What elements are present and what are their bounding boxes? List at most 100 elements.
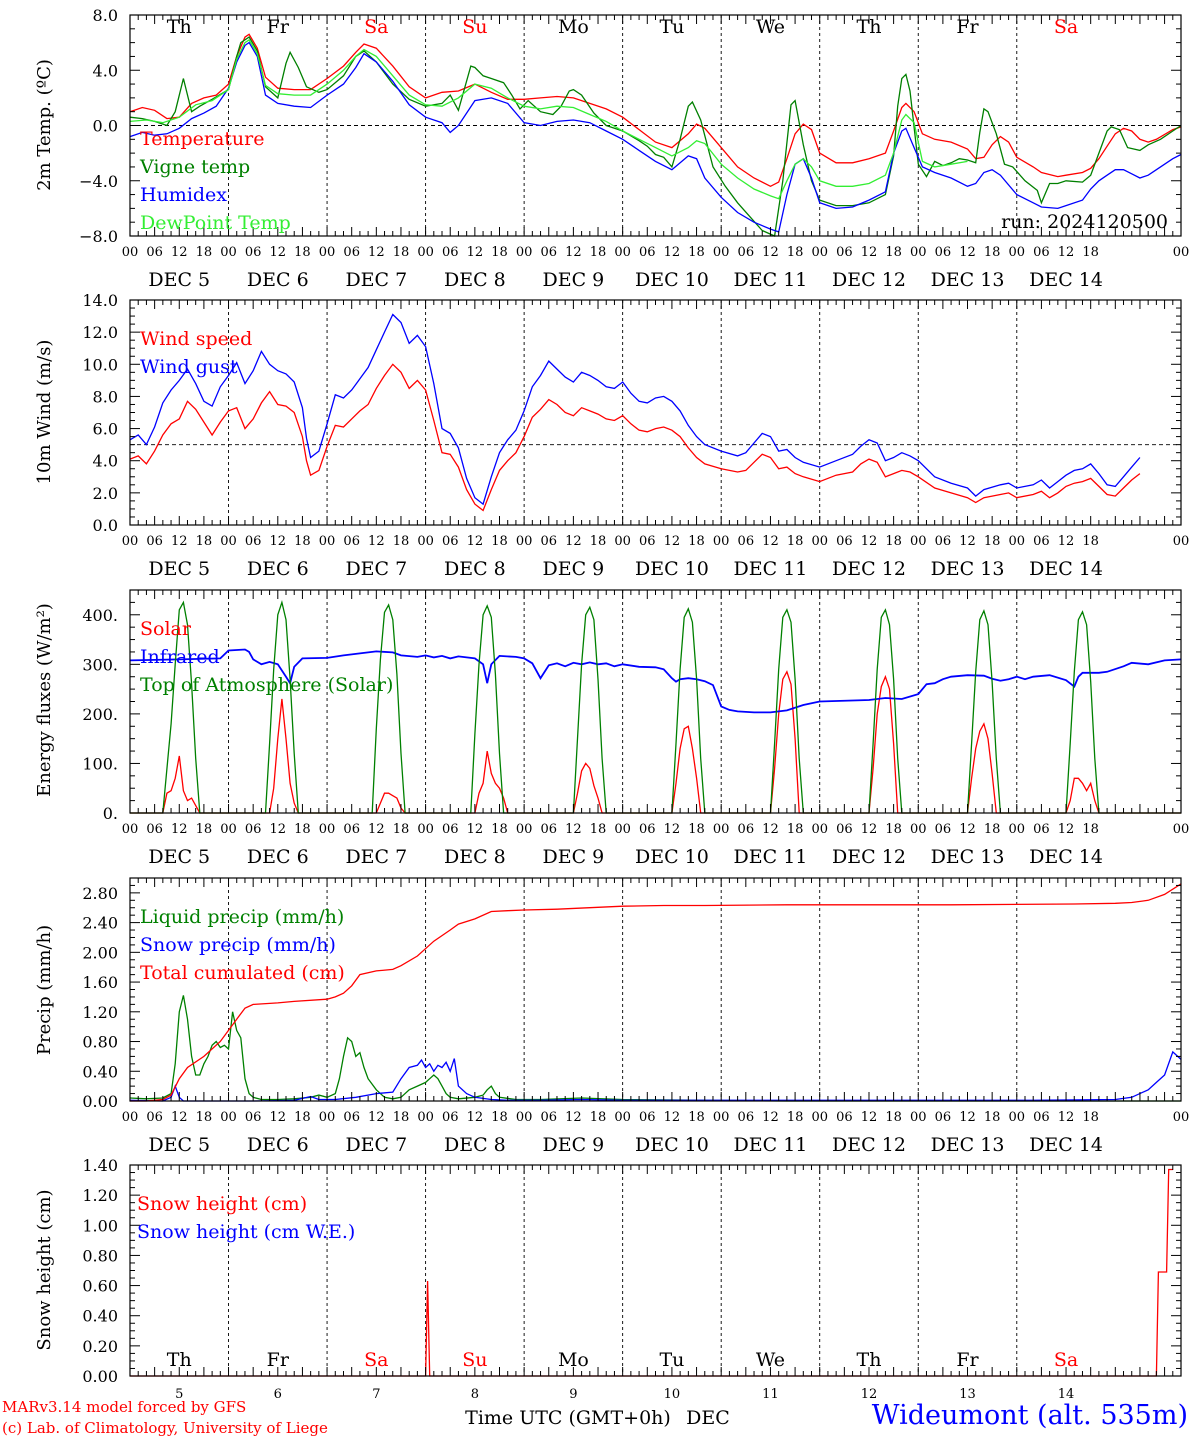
hour-label: 06 <box>738 822 755 837</box>
y-tick-label: 0.80 <box>82 1246 118 1265</box>
day-label: DEC 7 <box>345 1134 407 1156</box>
hour-label: 12 <box>959 1110 976 1125</box>
weekday-label: We <box>756 16 785 38</box>
hour-label: 06 <box>245 245 262 260</box>
weekday-label: Sa <box>1054 1349 1078 1371</box>
legend-entry: Liquid precip (mm/h) <box>140 906 344 928</box>
day-label: DEC 13 <box>931 269 1005 291</box>
y-tick-label: 4.0 <box>93 452 118 471</box>
series-line <box>129 648 1182 714</box>
hour-label: 18 <box>294 1110 311 1125</box>
hour-label: 12 <box>762 1110 779 1125</box>
hour-label: 06 <box>245 534 262 549</box>
weekday-label: Fr <box>267 1349 290 1371</box>
hour-label: 18 <box>1082 822 1099 837</box>
hour-label: 12 <box>861 822 878 837</box>
hour-label: 06 <box>935 1110 952 1125</box>
hour-label: 06 <box>935 245 952 260</box>
day-label: DEC 7 <box>345 269 407 291</box>
y-tick-label: 200. <box>82 705 118 724</box>
y-tick-label: 12.0 <box>82 323 118 342</box>
day-label: DEC 9 <box>543 1134 605 1156</box>
hour-label: 12 <box>270 534 287 549</box>
hour-label: 06 <box>639 822 656 837</box>
panel-4: 2.80 2.40 2.00 1.60 1.20 0.80 0.40 0.00 00 06 12 18… <box>34 877 1190 1156</box>
hour-label: 18 <box>1082 1110 1099 1125</box>
hour-label: 00 <box>1173 534 1190 549</box>
y-tick-label: 1.00 <box>82 1216 118 1235</box>
hour-label: 00 <box>910 534 927 549</box>
hour-label: 18 <box>590 822 607 837</box>
hour-label: 12 <box>171 534 188 549</box>
day-label: DEC 6 <box>247 269 309 291</box>
hour-label: 18 <box>885 245 902 260</box>
y-tick-label: 0. <box>103 804 118 823</box>
hour-label: 18 <box>1082 245 1099 260</box>
hour-label: 18 <box>590 1110 607 1125</box>
day-label: DEC 11 <box>734 558 808 580</box>
hour-label: 06 <box>836 822 853 837</box>
hour-label: 00 <box>319 822 336 837</box>
hour-label: 18 <box>590 534 607 549</box>
hour-label: 06 <box>245 822 262 837</box>
day-label: DEC 10 <box>635 846 709 868</box>
hour-label: 00 <box>1009 534 1026 549</box>
weekday-label: Mo <box>558 1349 589 1371</box>
day-label: DEC 14 <box>1029 558 1103 580</box>
y-tick-label: 2.40 <box>82 914 118 933</box>
hour-label: 00 <box>713 534 730 549</box>
y-axis-label: Precip (mm/h) <box>34 925 55 1055</box>
day-label: DEC 5 <box>148 846 210 868</box>
legend-entry: Snow height (cm) <box>137 1193 307 1215</box>
hour-label: 00 <box>1173 1110 1190 1125</box>
hour-label: 12 <box>959 822 976 837</box>
hour-label: 06 <box>146 245 163 260</box>
day-label: DEC 12 <box>832 1134 906 1156</box>
legend-entry: Temperature <box>140 128 264 150</box>
hour-label: 18 <box>491 822 508 837</box>
hour-label: 18 <box>688 534 705 549</box>
day-number: 11 <box>762 1387 779 1402</box>
day-label: DEC 8 <box>444 846 506 868</box>
y-tick-label: 6.0 <box>93 420 118 439</box>
hour-label: 18 <box>885 822 902 837</box>
hour-label: 00 <box>811 822 828 837</box>
hour-label: 00 <box>319 534 336 549</box>
y-axis-label: 2m Temp. (ºC) <box>34 59 55 191</box>
legend-entry: Top of Atmosphere (Solar) <box>140 674 393 696</box>
hour-label: 06 <box>146 822 163 837</box>
hour-label: 06 <box>343 822 360 837</box>
series-line <box>129 33 1182 188</box>
hour-label: 00 <box>614 822 631 837</box>
day-label: DEC 14 <box>1029 1134 1103 1156</box>
series-line <box>129 1050 1182 1102</box>
hour-label: 18 <box>787 1110 804 1125</box>
hour-label: 12 <box>171 245 188 260</box>
hour-label: 06 <box>442 245 459 260</box>
hour-label: 12 <box>1058 1110 1075 1125</box>
y-tick-label: 1.20 <box>82 1003 118 1022</box>
hour-label: 00 <box>220 822 237 837</box>
hour-label: 00 <box>1173 245 1190 260</box>
day-number: 5 <box>175 1387 183 1402</box>
series-line <box>130 600 1181 814</box>
hour-label: 00 <box>910 1110 927 1125</box>
hour-label: 06 <box>540 245 557 260</box>
hour-label: 00 <box>417 245 434 260</box>
hour-label: 06 <box>639 1110 656 1125</box>
hour-label: 06 <box>540 534 557 549</box>
legend-entry: DewPoint Temp <box>140 212 291 234</box>
hour-label: 18 <box>393 534 410 549</box>
hour-label: 06 <box>245 1110 262 1125</box>
y-axis-label: Snow height (cm) <box>34 1189 55 1350</box>
hour-label: 18 <box>393 245 410 260</box>
series-line <box>129 995 1181 1102</box>
day-label: DEC 10 <box>635 1134 709 1156</box>
y-tick-label: 1.20 <box>82 1186 118 1205</box>
hour-label: 18 <box>590 245 607 260</box>
weekday-label: Tu <box>659 16 684 38</box>
weekday-label: Tu <box>659 1349 684 1371</box>
hour-label: 12 <box>565 534 582 549</box>
hour-label: 18 <box>491 245 508 260</box>
plot-frame <box>129 299 1182 526</box>
